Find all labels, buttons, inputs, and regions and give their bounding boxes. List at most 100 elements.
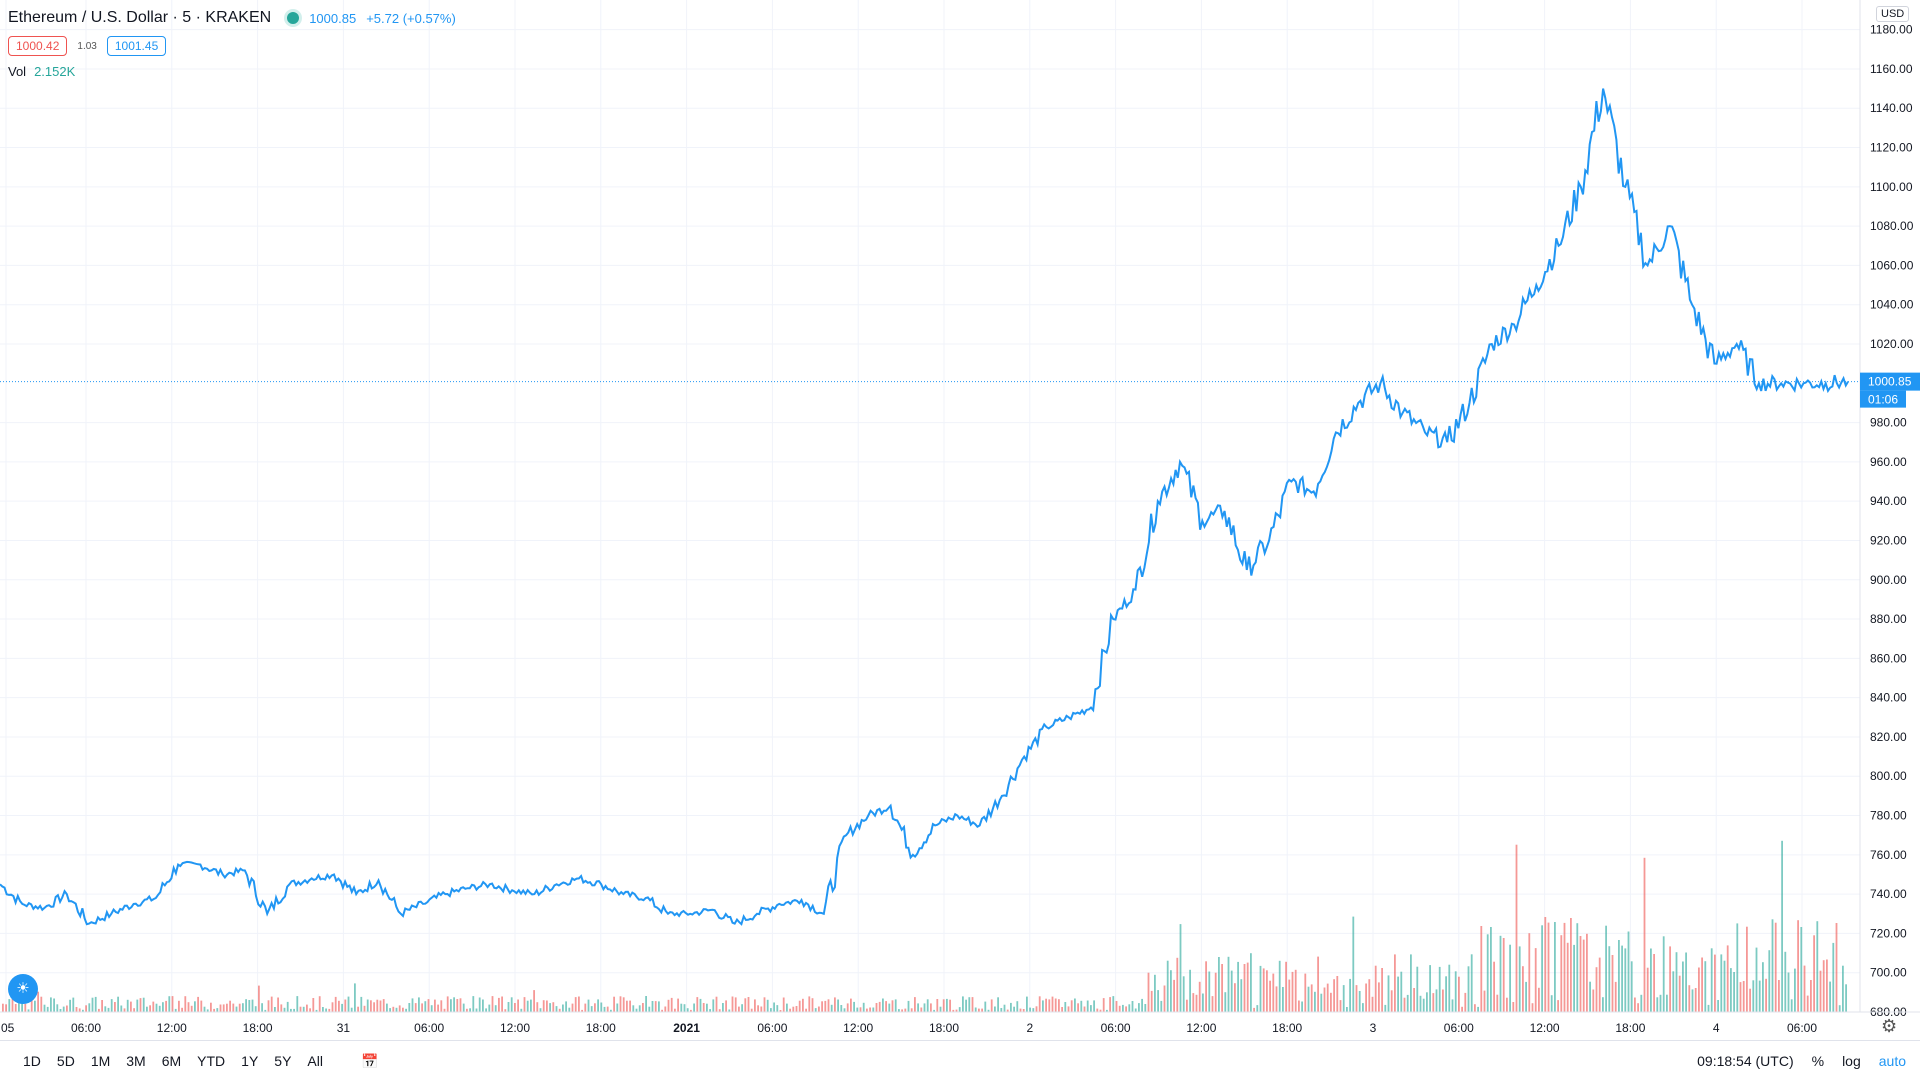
range-button-ytd[interactable]: YTD — [197, 1053, 226, 1069]
volume-bar — [594, 1003, 596, 1012]
time-tick-label: 06:00 — [1787, 1021, 1817, 1035]
volume-bar — [1246, 962, 1249, 1012]
volume-bar — [392, 1006, 395, 1012]
volume-bar — [651, 1001, 654, 1012]
calendar-goto-icon[interactable]: 📅 — [360, 1052, 379, 1069]
volume-bar — [1208, 971, 1211, 1012]
volume-bar — [1422, 998, 1425, 1012]
price-tick-label: 840.00 — [1870, 691, 1907, 705]
volume-bar — [901, 1009, 903, 1012]
volume-bar — [926, 999, 929, 1012]
currency-badge[interactable]: USD — [1876, 6, 1910, 22]
volume-bar — [1701, 957, 1703, 1012]
range-button-1y[interactable]: 1Y — [241, 1053, 259, 1069]
volume-bar — [882, 998, 884, 1012]
volume-bar — [5, 1004, 7, 1012]
volume-bar — [50, 997, 52, 1012]
volume-bar — [165, 1000, 167, 1012]
volume-bar — [158, 1005, 161, 1012]
price-axis[interactable]: 1180.00 1160.00 1140.00 1120.00 1100.00 1080.… — [1859, 0, 1914, 1019]
volume-bar — [1470, 954, 1473, 1012]
volume-bar — [1682, 961, 1684, 1012]
volume-bar — [242, 1003, 244, 1012]
volume-bar — [510, 997, 513, 1012]
volume-bar — [795, 1006, 798, 1012]
volume-bar — [1010, 1002, 1012, 1012]
volume-bar — [1566, 942, 1569, 1012]
volume-bar — [1826, 959, 1828, 1012]
volume-bar — [357, 1006, 359, 1012]
range-button-5d[interactable]: 5D — [56, 1053, 75, 1069]
volume-bar — [1298, 1000, 1300, 1012]
time-tick-label: 06:00 — [71, 1021, 101, 1035]
volume-bar — [1262, 968, 1265, 1012]
ask-price[interactable]: 1001.45 — [106, 36, 167, 56]
range-button-1m[interactable]: 1M — [90, 1053, 111, 1069]
volume-bar — [1800, 927, 1803, 1012]
volume-bar — [936, 999, 939, 1012]
volume-bar — [267, 1000, 270, 1012]
volume-bar — [962, 996, 964, 1012]
range-button-3m[interactable]: 3M — [126, 1053, 146, 1069]
volume-bar — [1294, 969, 1297, 1012]
range-button-1d[interactable]: 1D — [23, 1053, 41, 1069]
range-button-all[interactable]: All — [307, 1053, 323, 1069]
volume-bar — [1736, 923, 1739, 1012]
volume-bar — [373, 1002, 375, 1012]
range-button-5y[interactable]: 5Y — [274, 1053, 292, 1069]
volume-bar — [680, 1003, 683, 1012]
volume-bar — [1451, 999, 1454, 1012]
volume-bar — [1694, 988, 1697, 1012]
volume-bar — [1630, 961, 1633, 1012]
volume-bar — [1061, 1007, 1063, 1012]
volume-bar — [283, 1007, 286, 1012]
price-line — [0, 88, 1849, 926]
log-toggle[interactable]: log — [1842, 1053, 1861, 1069]
volume-bar — [411, 998, 414, 1012]
volume-bar — [238, 1003, 241, 1012]
percent-toggle[interactable]: % — [1811, 1053, 1825, 1069]
volume-bar — [328, 1008, 331, 1012]
volume-bar — [1256, 1005, 1259, 1012]
volume-bar — [1547, 922, 1550, 1012]
auto-scale-toggle[interactable]: auto — [1878, 1053, 1906, 1069]
volume-bar — [770, 1008, 772, 1012]
volume-bar — [1141, 998, 1143, 1012]
volume-bar — [1784, 951, 1787, 1012]
settings-gear-icon[interactable]: ⚙ — [1881, 1016, 1898, 1036]
volume-bar — [235, 1006, 238, 1012]
volume-bar — [686, 1008, 689, 1012]
symbol-title[interactable]: Ethereum / U.S. Dollar · 5 · KRAKEN — [8, 9, 272, 26]
volume-bar — [1032, 1008, 1035, 1012]
utc-clock[interactable]: 09:18:54 (UTC) — [1697, 1053, 1794, 1069]
volume-bar — [1003, 1004, 1006, 1012]
volume-bar — [859, 1007, 862, 1012]
volume-bar — [904, 1008, 907, 1012]
volume-bar — [917, 1003, 919, 1012]
range-button-6m[interactable]: 6M — [161, 1053, 182, 1069]
volume-bar — [1739, 982, 1742, 1012]
volume-bar — [110, 999, 113, 1012]
volume-bar — [1157, 990, 1159, 1012]
volume-bar — [738, 1006, 740, 1012]
volume-bar — [360, 996, 363, 1012]
volume-bar — [1586, 933, 1588, 1012]
tradingview-logo-icon[interactable]: ☀ — [8, 974, 38, 1004]
volume-bar — [1522, 966, 1524, 1012]
countdown-text: 01:06 — [1868, 393, 1898, 407]
volume-bar — [715, 996, 718, 1012]
volume-bar — [194, 1001, 196, 1012]
time-axis[interactable]: :05 06:00 12:00 18:00 31 06:00 12:00 18:00 2021 0… — [0, 1011, 1920, 1035]
volume-bar — [1605, 925, 1607, 1012]
volume-bar — [418, 997, 420, 1012]
bid-price[interactable]: 1000.42 — [8, 36, 68, 56]
time-tick-label: 3 — [1370, 1021, 1377, 1035]
volume-bar — [1678, 975, 1681, 1012]
volume-bar — [1365, 983, 1367, 1012]
volume-bar — [898, 1009, 900, 1012]
volume-bar — [379, 1000, 382, 1012]
volume-bar — [43, 1004, 46, 1012]
volume-bar — [117, 996, 119, 1012]
volume-bar — [1394, 954, 1396, 1012]
